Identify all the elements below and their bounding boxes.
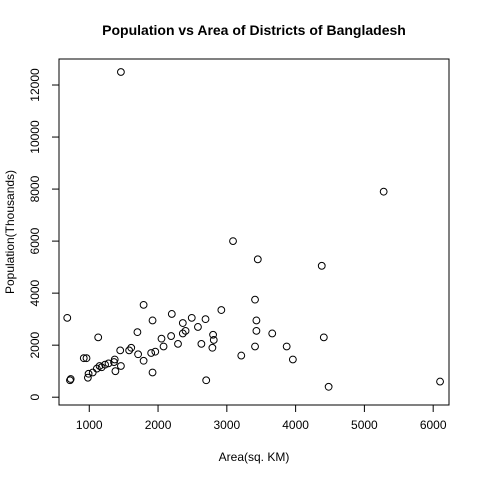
data-point (148, 316, 157, 325)
data-point (251, 342, 259, 351)
data-point (139, 356, 148, 365)
data-point (95, 362, 104, 370)
y-axis-label: Population(Thousands) (3, 170, 17, 294)
x-tick-label: 6000 (420, 418, 447, 432)
data-point (82, 354, 91, 363)
data-point (253, 255, 262, 264)
data-point (201, 315, 210, 324)
data-point (88, 368, 97, 377)
data-point (167, 310, 176, 318)
data-point (181, 326, 190, 335)
data-point (324, 382, 333, 391)
data-point (127, 343, 136, 352)
x-tick-label: 3000 (213, 418, 240, 432)
chart-title: Population vs Area of Districts of Bangl… (102, 22, 406, 38)
data-point (92, 364, 101, 373)
data-point (251, 295, 259, 304)
x-tick-label: 2000 (145, 418, 172, 432)
x-tick-label: 5000 (351, 418, 378, 432)
data-point (139, 300, 148, 309)
data-point (133, 328, 142, 337)
data-point (197, 339, 206, 348)
data-point (252, 326, 261, 335)
data-point (148, 368, 157, 377)
data-point (209, 330, 217, 339)
data-point (178, 329, 187, 338)
data-point (97, 363, 106, 372)
y-tick-label: 10000 (28, 120, 42, 154)
data-point (110, 358, 118, 366)
data-point (229, 237, 237, 246)
data-point (147, 349, 156, 357)
data-point (79, 354, 88, 363)
data-point (117, 362, 125, 370)
data-point (237, 351, 246, 360)
data-point (268, 329, 277, 338)
data-point (187, 313, 196, 322)
y-tick-label: 0 (28, 394, 42, 401)
data-point (217, 306, 226, 314)
data-point (319, 333, 328, 342)
data-point (116, 346, 125, 355)
data-point (104, 359, 113, 368)
data-point (157, 334, 166, 343)
data-point (84, 369, 93, 378)
data-point (83, 373, 92, 382)
data-point (63, 313, 72, 322)
data-point (209, 336, 218, 344)
x-tick-label: 1000 (76, 418, 103, 432)
data-point (151, 347, 160, 356)
data-point (94, 333, 103, 342)
data-point (317, 261, 326, 270)
y-tick-label: 2000 (28, 331, 42, 358)
data-point (111, 367, 120, 376)
x-axis-label: Area(sq. KM) (219, 450, 290, 464)
data-points (63, 68, 444, 391)
data-point (66, 376, 74, 385)
data-point (252, 316, 261, 325)
y-tick-label: 12000 (28, 68, 42, 102)
data-point (379, 187, 388, 196)
data-point (134, 350, 143, 359)
x-axis: 1000 2000 3000 4000 5000 6000 (76, 404, 447, 432)
data-point (159, 342, 168, 351)
data-point (282, 342, 291, 351)
data-point (202, 376, 211, 385)
data-point (288, 355, 297, 364)
data-point (125, 346, 134, 355)
y-tick-label: 4000 (28, 279, 42, 306)
x-tick-label: 4000 (282, 418, 309, 432)
y-axis: 0 2000 4000 6000 8000 10000 12000 (28, 68, 60, 401)
data-point (167, 332, 176, 340)
data-point (117, 68, 125, 76)
data-point (194, 323, 202, 331)
data-point (174, 339, 182, 348)
y-tick-label: 6000 (28, 227, 42, 254)
data-point (208, 343, 217, 352)
y-tick-label: 8000 (28, 175, 42, 202)
data-point (178, 319, 187, 327)
data-point (436, 377, 444, 386)
